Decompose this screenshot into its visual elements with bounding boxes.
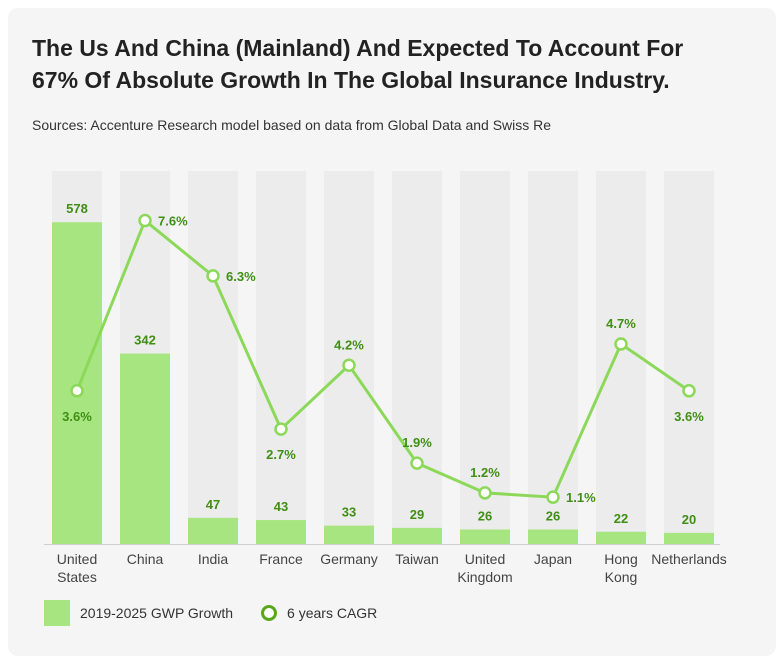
x-tick-label: Kong (605, 569, 638, 585)
cagr-value-label: 6.3% (226, 269, 256, 284)
x-tick-label: China (127, 551, 164, 567)
bar-track (392, 171, 442, 544)
cagr-marker (546, 490, 560, 504)
x-tick-label: Netherlands (651, 551, 727, 567)
cagr-value-label: 3.6% (674, 409, 704, 424)
cagr-value-label: 1.9% (402, 435, 432, 450)
legend-label-line: 6 years CAGR (287, 605, 378, 621)
bar (596, 531, 646, 544)
chart-subtitle: Sources: Accenture Research model based … (32, 117, 552, 133)
legend-item-line: 6 years CAGR (261, 605, 377, 621)
cagr-value-label: 4.7% (606, 316, 636, 331)
cagr-marker (206, 269, 220, 283)
bar (188, 517, 238, 544)
bar-value-label: 43 (274, 499, 288, 514)
x-tick-label: India (198, 551, 229, 567)
legend-item-bars: 2019-2025 GWP Growth (44, 600, 233, 626)
cagr-line (75, 219, 690, 499)
x-tick-label: States (57, 569, 97, 585)
cagr-marker (410, 456, 424, 470)
x-tick-label: Hong (604, 551, 637, 567)
cagr-value-label: 2.7% (266, 447, 296, 462)
bar-value-label: 26 (478, 509, 492, 524)
bar-value-label: 29 (410, 507, 424, 522)
legend-swatch-bars (44, 600, 70, 626)
bar-track (324, 171, 374, 544)
bar (52, 222, 102, 545)
bar (256, 520, 306, 544)
bar-value-label: 20 (682, 512, 696, 527)
bar-track (256, 171, 306, 544)
bar-value-label: 578 (66, 201, 88, 216)
cagr-value-label: 1.2% (470, 465, 500, 480)
cagr-value-label: 7.6% (158, 214, 188, 229)
bar-track (664, 171, 714, 544)
legend-label-bars: 2019-2025 GWP Growth (80, 605, 234, 621)
bar-track (528, 171, 578, 544)
cagr-value-label: 3.6% (62, 409, 92, 424)
cagr-marker (70, 384, 84, 398)
chart-title: The Us And China (Mainland) And Expected… (32, 35, 684, 93)
cagr-marker (478, 486, 492, 500)
x-tick-label: United (465, 551, 505, 567)
x-tick-label: Kingdom (457, 569, 512, 585)
bar-value-label: 22 (614, 511, 628, 526)
bar-value-label: 33 (342, 505, 356, 520)
cagr-marker (274, 422, 288, 436)
cagr-value-label: 1.1% (566, 490, 596, 505)
chart-legend: 2019-2025 GWP Growth 6 years CAGR (44, 600, 405, 626)
bar (460, 529, 510, 544)
cagr-value-label: 4.2% (334, 337, 364, 352)
bar (324, 525, 374, 544)
cagr-marker (614, 337, 628, 351)
bar-value-label: 47 (206, 497, 220, 512)
x-tick-label: France (259, 551, 303, 567)
bar-value-label: 342 (134, 333, 156, 348)
cagr-marker (138, 213, 152, 228)
bar (664, 532, 714, 544)
bar (120, 353, 170, 544)
x-tick-label: Germany (320, 551, 378, 567)
cagr-marker (682, 384, 696, 398)
bar (528, 529, 578, 544)
bar-track (460, 171, 510, 544)
bar-track (188, 171, 238, 544)
x-tick-label: Japan (534, 551, 572, 567)
x-tick-label: Taiwan (395, 551, 439, 567)
legend-marker-line (261, 605, 278, 621)
cagr-marker (342, 358, 356, 373)
bar-value-label: 26 (546, 509, 560, 524)
bar (392, 527, 442, 544)
x-tick-label: United (57, 551, 97, 567)
bar-track (596, 171, 646, 544)
